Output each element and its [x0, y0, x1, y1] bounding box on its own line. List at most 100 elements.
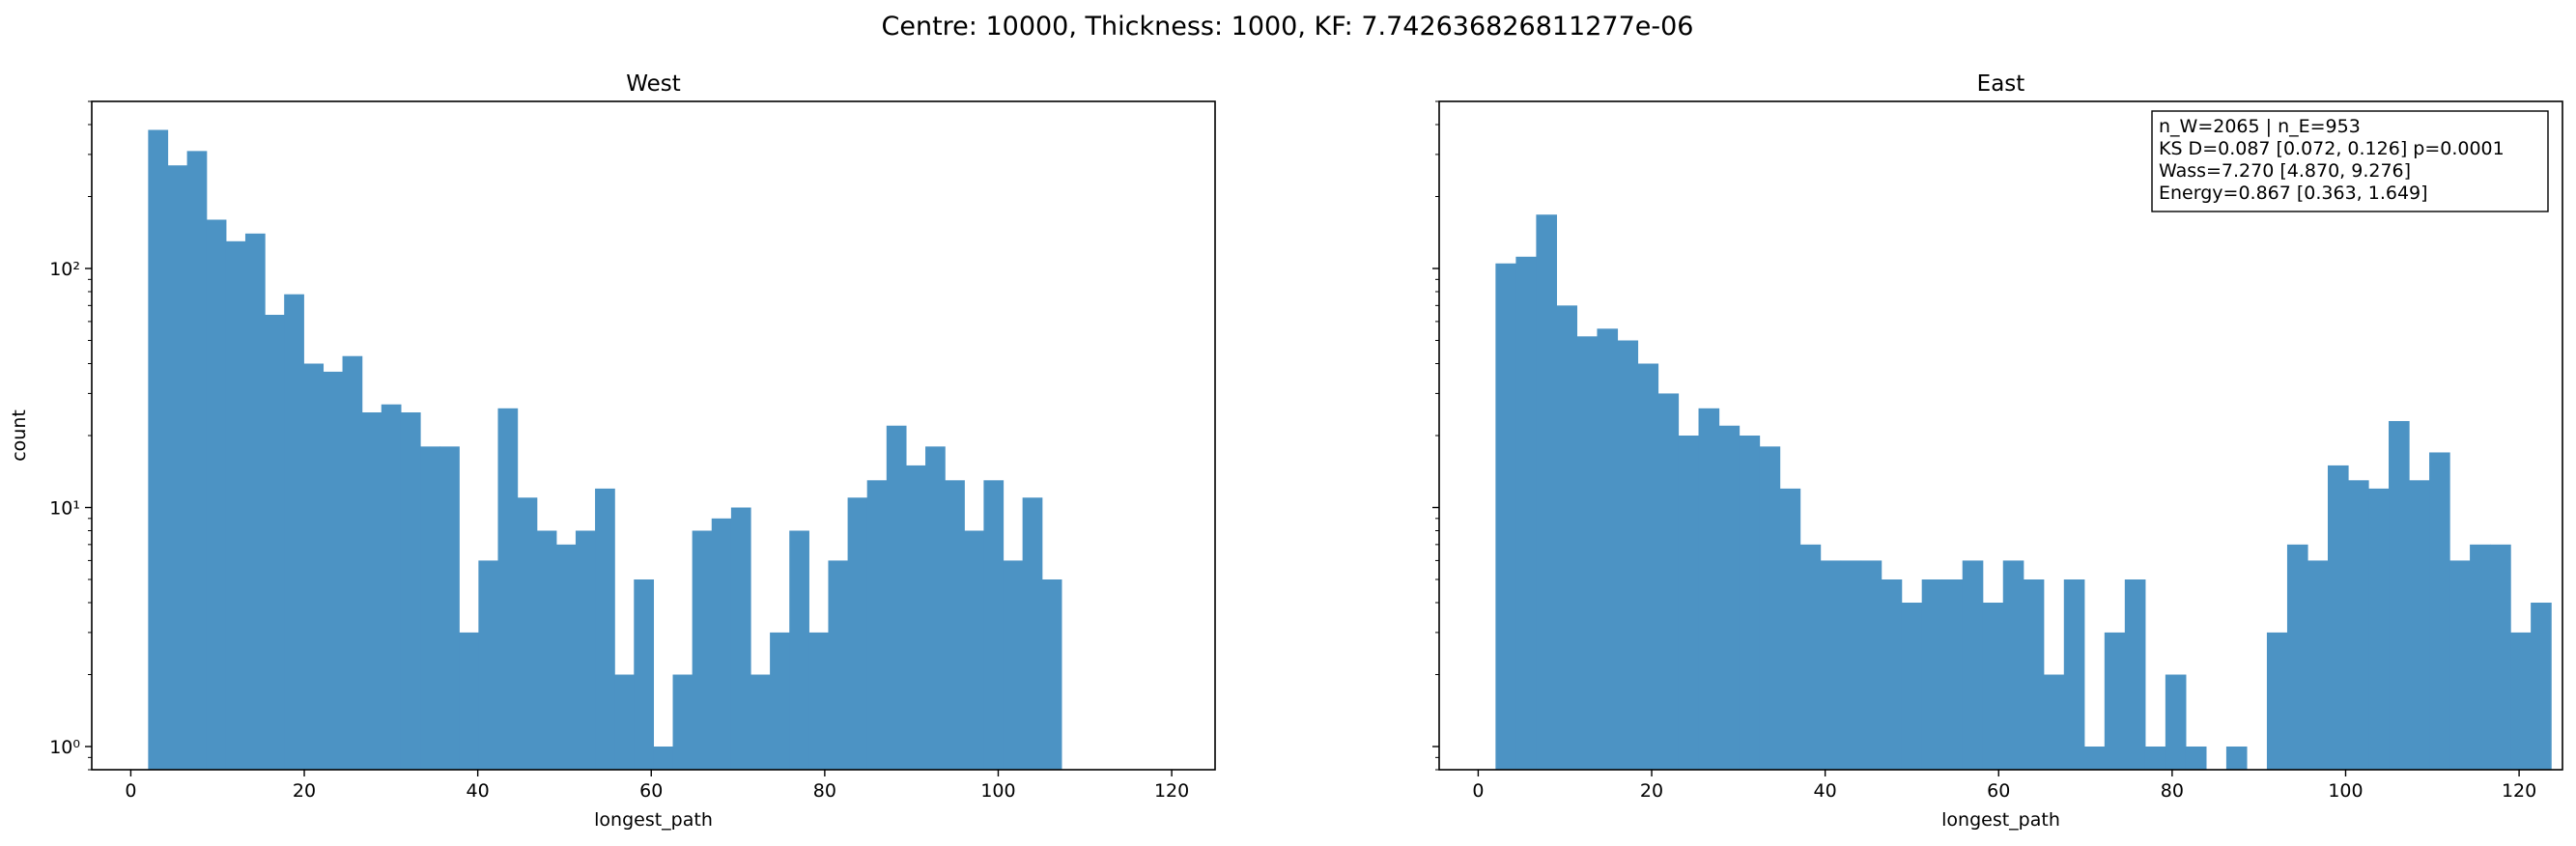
histogram-bar	[1982, 603, 2004, 770]
histogram-bar	[2124, 579, 2146, 770]
histogram-bar	[361, 412, 382, 770]
x-tick-label: 40	[467, 780, 490, 802]
histogram-bar	[2449, 560, 2471, 770]
x-tick-label: 60	[1987, 780, 2010, 802]
histogram-bar	[2348, 480, 2369, 770]
histogram-bar	[1678, 436, 1700, 770]
x-tick-label: 120	[2502, 780, 2536, 802]
histogram-bar	[1739, 436, 1761, 770]
figure-suptitle: Centre: 10000, Thickness: 1000, KF: 7.74…	[882, 12, 1694, 42]
histogram-bar	[555, 544, 577, 770]
histogram-bar	[2490, 544, 2511, 770]
histogram-bar	[497, 408, 519, 770]
histogram-bar	[323, 371, 344, 770]
histogram-bar	[1003, 560, 1024, 770]
histogram-bar	[1495, 263, 1516, 770]
histogram-bar	[381, 404, 402, 770]
panel-title-west: West	[626, 71, 681, 97]
histogram-bar	[2063, 579, 2085, 770]
x-tick-label: 60	[639, 780, 663, 802]
histogram-bar	[750, 674, 771, 770]
histogram-bar	[1941, 579, 1964, 770]
histogram-bar	[206, 219, 227, 771]
histogram-bar	[711, 518, 732, 770]
histogram-bar	[2327, 465, 2349, 770]
histogram-bar	[692, 530, 713, 770]
histogram-bar	[614, 674, 635, 770]
histogram-bar	[1759, 446, 1781, 770]
histogram-bar	[2510, 632, 2532, 770]
histogram-bar	[847, 497, 868, 770]
histogram-bar	[517, 497, 538, 770]
histogram-bar	[1921, 579, 1943, 770]
histogram-bar	[1860, 560, 1882, 770]
stats-annotation-line: Energy=0.867 [0.363, 1.649]	[2159, 183, 2428, 204]
histogram-bar	[2389, 420, 2410, 770]
histogram-bar	[1657, 393, 1680, 770]
histogram-bar	[2083, 747, 2106, 770]
histogram-bar	[303, 363, 325, 770]
histogram-bar	[342, 355, 363, 770]
histogram-bar	[225, 240, 246, 771]
histogram-bar	[2286, 544, 2308, 770]
histogram-bars-east	[1495, 214, 2552, 771]
y-axis-label: count	[9, 409, 30, 462]
histogram-bar	[945, 480, 965, 770]
histogram-bar	[730, 507, 751, 770]
histogram-bar	[2225, 747, 2248, 770]
y-tick-label: 10⁰	[49, 737, 80, 758]
histogram-bar	[1576, 336, 1599, 770]
histogram-bar	[964, 530, 984, 770]
histogram-bar	[1820, 560, 1842, 770]
histogram-bar	[905, 465, 926, 770]
stats-annotation-line: KS D=0.087 [0.072, 0.126] p=0.0001	[2159, 138, 2505, 159]
histogram-bar	[439, 446, 460, 770]
histogram-bar	[536, 530, 557, 770]
histogram-bar	[672, 674, 694, 770]
histogram-bar	[1799, 544, 1822, 770]
panel-west: 0 20 40 60 80 100 120 10⁰ 10¹ 10² West longest_path…	[9, 71, 1216, 831]
histogram-bar	[2002, 560, 2024, 770]
histogram-bar	[1718, 425, 1741, 770]
histogram-bar	[2104, 632, 2126, 770]
histogram-bar	[983, 480, 1005, 770]
histogram-bar	[828, 560, 849, 770]
histogram-bar	[1022, 497, 1043, 770]
x-axis-label: longest_path	[594, 809, 713, 831]
histogram-bar	[478, 560, 499, 770]
histogram-bar	[1698, 408, 1720, 770]
histogram-bar	[2043, 674, 2065, 770]
histogram-bar	[1597, 328, 1619, 770]
x-axis-label: longest_path	[1941, 809, 2060, 831]
histogram-bar	[770, 632, 790, 770]
stats-annotation-line: Wass=7.270 [4.870, 9.276]	[2159, 160, 2411, 182]
histogram-bar	[866, 480, 888, 770]
histogram-bar	[1617, 340, 1639, 770]
histogram-bar	[1515, 256, 1537, 770]
x-tick-label: 80	[813, 780, 836, 802]
histogram-bar	[1901, 603, 1923, 770]
histogram-bar	[1962, 560, 1984, 770]
histogram-bar	[634, 579, 655, 770]
panel-east: 0 20 40 60 80 100 120 East longest_path n_W=2065 …	[1432, 71, 2563, 831]
histogram-bar	[1840, 560, 1862, 770]
x-tick-label: 100	[980, 780, 1015, 802]
histogram-bar	[789, 530, 809, 770]
histogram-bar	[2023, 579, 2045, 770]
histogram-bar	[575, 530, 596, 770]
histogram-bar	[2531, 603, 2552, 770]
panel-title-east: East	[1977, 71, 2025, 97]
histogram-bars-west	[148, 129, 1062, 771]
histogram-bar	[808, 632, 830, 770]
x-tick-label: 20	[1640, 780, 1663, 802]
histogram-bar	[186, 151, 208, 770]
x-tick-label: 80	[2161, 780, 2184, 802]
histogram-bar	[886, 425, 907, 770]
x-tick-label: 20	[293, 780, 316, 802]
histogram-bar	[653, 747, 674, 770]
histogram-bar	[595, 488, 615, 770]
histogram-bar	[2368, 488, 2390, 770]
histogram-bar	[400, 412, 421, 770]
